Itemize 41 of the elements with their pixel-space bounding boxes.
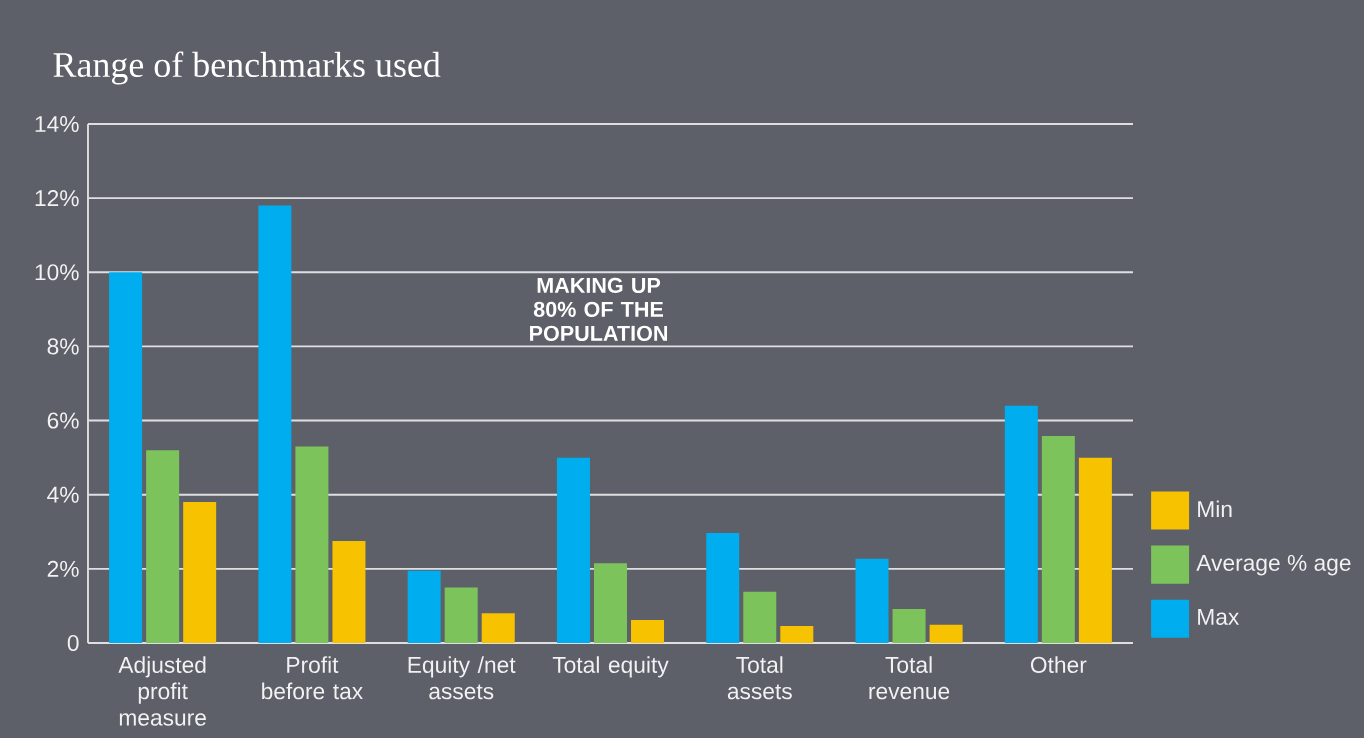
x-tick-label: Total assets	[727, 656, 792, 700]
x-tick-label: Total revenue	[869, 656, 950, 700]
legend-label: Max	[1198, 609, 1240, 625]
annotation: MAKING UP 80% OF THE POPULATION	[530, 277, 668, 341]
chart-title: Range of benchmarks used	[53, 51, 441, 85]
legend-label: Min	[1198, 500, 1232, 517]
bar	[1041, 436, 1075, 643]
bar	[183, 502, 217, 643]
legend-label: Average % age	[1196, 554, 1351, 576]
bar	[556, 457, 590, 643]
bar	[109, 272, 143, 643]
x-tick-label: Profit before tax	[262, 656, 363, 700]
x-tick-label: Total equity	[552, 656, 669, 678]
y-tick-label: 14%	[35, 116, 79, 132]
y-tick-label: 0	[67, 634, 79, 652]
x-tick-label: Equity /net assets	[408, 656, 516, 700]
bar	[855, 558, 889, 643]
bar	[332, 541, 366, 643]
x-tick-label: Other	[1030, 656, 1087, 673]
bar	[743, 591, 777, 643]
y-tick-label: 12%	[35, 190, 79, 207]
y-tick-label: 6%	[47, 412, 79, 429]
bar	[1004, 405, 1038, 643]
x-tick-label: Adjusted profit measure	[118, 656, 206, 726]
bar	[407, 570, 441, 643]
bar	[258, 205, 292, 643]
bar	[780, 625, 814, 643]
bar	[146, 450, 180, 643]
bar	[593, 563, 627, 643]
bar	[706, 532, 740, 643]
y-tick-label: 2%	[47, 560, 79, 577]
y-tick-label: 4%	[47, 486, 79, 503]
y-tick-label: 8%	[47, 338, 79, 355]
bar	[892, 608, 926, 643]
bar	[444, 587, 478, 643]
bar	[929, 624, 963, 643]
bar	[295, 446, 329, 643]
bar	[631, 620, 665, 643]
bar	[1078, 457, 1112, 643]
y-tick-label: 10%	[35, 264, 79, 281]
bar	[481, 613, 515, 643]
